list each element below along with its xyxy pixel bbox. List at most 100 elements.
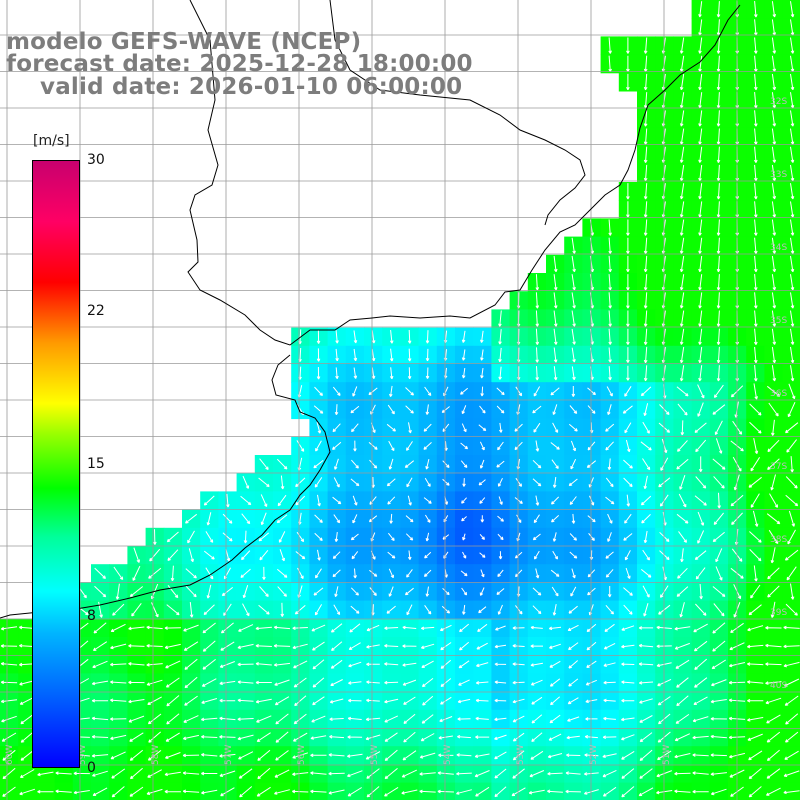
- wind-arrow: [184, 658, 198, 670]
- wind-arrow: [535, 292, 540, 309]
- wind-arrow: [497, 604, 503, 615]
- wind-arrow: [240, 568, 251, 578]
- wind-arrow: [535, 440, 540, 452]
- wind-arrow: [206, 584, 212, 599]
- wind-arrow: [715, 566, 723, 581]
- wind-arrow: [92, 660, 108, 669]
- wind-arrow: [515, 477, 522, 487]
- wind-arrow: [511, 787, 526, 797]
- wind-arrow: [351, 551, 359, 560]
- wind-arrow: [423, 497, 432, 504]
- wind-arrow: [276, 514, 288, 524]
- lon-label: 51W: [662, 745, 672, 765]
- wind-arrow: [698, 456, 703, 473]
- wind-arrow: [425, 367, 430, 379]
- lon-label: 57W: [224, 745, 234, 765]
- wind-arrow: [753, 219, 758, 236]
- wind-arrow: [494, 768, 507, 779]
- wind-arrow: [312, 641, 325, 651]
- wind-arrow: [698, 274, 703, 291]
- wind-arrow: [697, 384, 705, 399]
- wind-arrow: [567, 716, 580, 722]
- wind-arrow: [350, 587, 359, 596]
- wind-arrow: [589, 495, 595, 506]
- wind-arrow: [790, 346, 795, 364]
- graticule-labels: 32S 33S 34S 35S 36S 37S 38S 39S 40S 60W 59W 58W 57W 5…: [5, 97, 787, 765]
- wind-arrow: [237, 643, 254, 650]
- wind-arrow: [552, 550, 558, 560]
- wind-arrow: [419, 752, 436, 759]
- wind-arrow: [477, 623, 488, 632]
- wind-arrow: [255, 698, 272, 704]
- wind-arrow: [19, 788, 36, 796]
- wind-arrow: [716, 201, 721, 218]
- wind-arrow: [753, 346, 758, 364]
- wind-arrow: [623, 477, 633, 488]
- wind-arrow: [765, 681, 782, 685]
- wind-arrow: [693, 623, 708, 633]
- wind-arrow: [566, 735, 580, 740]
- wind-arrow: [679, 164, 685, 182]
- wind-arrow: [258, 477, 270, 488]
- wind-arrow: [368, 442, 378, 450]
- wind-arrow: [568, 478, 578, 487]
- wind-arrow: [698, 164, 703, 182]
- wind-arrow: [423, 423, 432, 432]
- wind-arrow: [605, 441, 614, 451]
- wind-arrow: [679, 128, 685, 145]
- wind-arrow: [384, 732, 398, 742]
- wind-arrow: [182, 734, 200, 741]
- wind-arrow: [533, 386, 541, 397]
- wind-arrow: [480, 368, 484, 379]
- wind-arrow: [643, 110, 648, 127]
- wind-arrow: [1, 732, 17, 742]
- wind-arrow: [642, 549, 650, 561]
- wind-arrow: [790, 201, 795, 218]
- wind-arrow: [406, 604, 413, 616]
- wind-arrow: [747, 644, 764, 649]
- wind-arrow: [242, 475, 250, 489]
- wind-arrow: [710, 772, 727, 776]
- wind-arrow: [748, 476, 762, 488]
- wind-arrow: [366, 698, 380, 703]
- wind-arrow: [749, 421, 762, 434]
- wind-arrow: [674, 771, 691, 776]
- wind-arrow: [679, 292, 685, 309]
- wind-arrow: [790, 292, 795, 309]
- wind-arrow: [2, 767, 16, 780]
- wind-arrow: [241, 550, 251, 561]
- wind-arrow: [676, 386, 689, 397]
- wind-arrow: [494, 734, 507, 740]
- wind-arrow: [713, 384, 724, 398]
- wind-arrow: [277, 494, 287, 507]
- wind-arrow: [276, 568, 288, 578]
- wind-arrow: [639, 698, 653, 704]
- wind-arrow: [547, 771, 563, 776]
- wind-arrow: [311, 624, 326, 632]
- wind-arrow: [716, 37, 721, 54]
- wind-arrow: [386, 478, 396, 487]
- wind-arrow: [625, 567, 631, 579]
- wind-arrow: [571, 237, 576, 254]
- wind-arrow: [332, 423, 341, 433]
- wind-arrow: [568, 660, 579, 669]
- wind-arrow: [571, 328, 576, 345]
- wind-arrow: [458, 679, 470, 686]
- wind-arrow: [259, 586, 269, 597]
- wind-arrow: [166, 531, 179, 543]
- wind-arrow: [765, 626, 782, 630]
- wind-arrow: [388, 532, 395, 542]
- wind-arrow: [679, 475, 686, 490]
- wind-arrow: [679, 219, 685, 236]
- wind-arrow: [146, 679, 163, 686]
- wind-arrow: [515, 605, 523, 615]
- wind-arrow: [771, 365, 777, 382]
- wind-arrow: [747, 662, 764, 666]
- wind-arrow: [459, 641, 470, 651]
- wind-arrow: [165, 660, 181, 669]
- wind-arrow: [474, 770, 490, 778]
- wind-arrow: [549, 678, 561, 687]
- wind-arrow: [621, 786, 635, 798]
- wind-arrow: [571, 347, 576, 363]
- lat-label: 34S: [770, 243, 787, 253]
